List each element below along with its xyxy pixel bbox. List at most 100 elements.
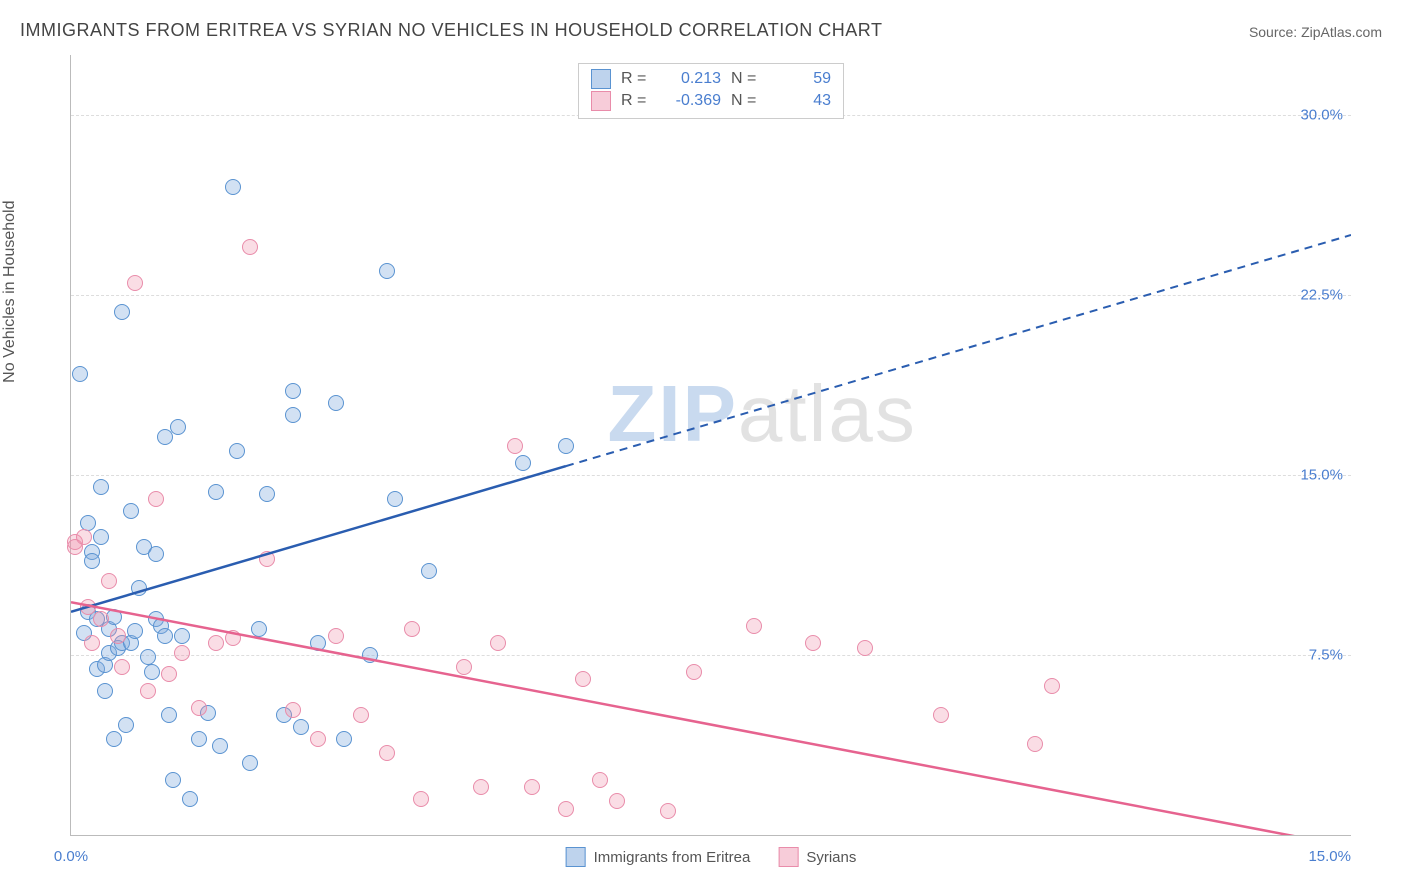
scatter-point-eritrea: [106, 731, 122, 747]
source-attribution: Source: ZipAtlas.com: [1249, 24, 1382, 40]
scatter-point-eritrea: [259, 486, 275, 502]
scatter-point-syrians: [413, 791, 429, 807]
scatter-point-eritrea: [242, 755, 258, 771]
scatter-point-eritrea: [123, 503, 139, 519]
scatter-point-syrians: [101, 573, 117, 589]
y-tick-label: 30.0%: [1300, 107, 1343, 124]
chart-container: No Vehicles in Household ZIPatlas R = 0.…: [20, 55, 1386, 875]
swatch-blue-icon: [591, 69, 611, 89]
swatch-pink-icon: [778, 847, 798, 867]
y-tick-label: 22.5%: [1300, 287, 1343, 304]
scatter-point-syrians: [686, 664, 702, 680]
stats-row-syrians: R = -0.369 N = 43: [591, 90, 831, 112]
scatter-point-syrians: [456, 659, 472, 675]
scatter-point-eritrea: [208, 484, 224, 500]
scatter-point-syrians: [225, 630, 241, 646]
scatter-point-eritrea: [93, 529, 109, 545]
scatter-point-eritrea: [114, 304, 130, 320]
scatter-point-eritrea: [191, 731, 207, 747]
scatter-point-eritrea: [165, 772, 181, 788]
scatter-point-eritrea: [93, 479, 109, 495]
y-tick-label: 15.0%: [1300, 467, 1343, 484]
legend-item-syrians: Syrians: [778, 847, 856, 867]
chart-title: IMMIGRANTS FROM ERITREA VS SYRIAN NO VEH…: [20, 20, 882, 41]
scatter-point-eritrea: [229, 443, 245, 459]
n-value-syrians: 43: [771, 90, 831, 112]
scatter-point-eritrea: [515, 455, 531, 471]
scatter-point-syrians: [746, 618, 762, 634]
scatter-point-eritrea: [170, 419, 186, 435]
stats-legend: R = 0.213 N = 59 R = -0.369 N = 43: [578, 63, 844, 119]
scatter-point-eritrea: [387, 491, 403, 507]
legend-label-eritrea: Immigrants from Eritrea: [594, 849, 751, 866]
scatter-point-eritrea: [97, 683, 113, 699]
source-name: ZipAtlas.com: [1301, 24, 1382, 40]
scatter-point-syrians: [208, 635, 224, 651]
scatter-point-syrians: [524, 779, 540, 795]
scatter-point-syrians: [592, 772, 608, 788]
scatter-point-syrians: [110, 628, 126, 644]
gridline: [71, 475, 1351, 476]
scatter-point-eritrea: [225, 179, 241, 195]
scatter-point-syrians: [575, 671, 591, 687]
scatter-point-syrians: [857, 640, 873, 656]
watermark-zip: ZIP: [607, 369, 737, 458]
gridline: [71, 295, 1351, 296]
scatter-point-syrians: [353, 707, 369, 723]
swatch-pink-icon: [591, 91, 611, 111]
gridline: [71, 655, 1351, 656]
scatter-point-syrians: [84, 635, 100, 651]
scatter-point-eritrea: [148, 546, 164, 562]
regression-lines: [71, 55, 1351, 835]
scatter-point-eritrea: [182, 791, 198, 807]
regression-line-syrians: [71, 602, 1351, 835]
source-prefix: Source:: [1249, 24, 1301, 40]
scatter-point-eritrea: [118, 717, 134, 733]
scatter-point-eritrea: [336, 731, 352, 747]
scatter-point-syrians: [148, 491, 164, 507]
y-tick-label: 7.5%: [1309, 647, 1343, 664]
scatter-point-syrians: [507, 438, 523, 454]
scatter-point-syrians: [1044, 678, 1060, 694]
scatter-point-eritrea: [293, 719, 309, 735]
swatch-blue-icon: [566, 847, 586, 867]
n-label: N =: [731, 68, 761, 90]
scatter-point-eritrea: [558, 438, 574, 454]
scatter-point-eritrea: [328, 395, 344, 411]
scatter-point-syrians: [191, 700, 207, 716]
r-label: R =: [621, 68, 651, 90]
scatter-point-eritrea: [127, 623, 143, 639]
scatter-point-eritrea: [285, 407, 301, 423]
watermark: ZIPatlas: [607, 368, 916, 460]
scatter-point-syrians: [558, 801, 574, 817]
scatter-point-eritrea: [161, 707, 177, 723]
scatter-point-eritrea: [174, 628, 190, 644]
scatter-point-syrians: [805, 635, 821, 651]
watermark-atlas: atlas: [738, 369, 917, 458]
scatter-point-syrians: [660, 803, 676, 819]
scatter-point-syrians: [404, 621, 420, 637]
scatter-point-eritrea: [285, 383, 301, 399]
scatter-point-syrians: [473, 779, 489, 795]
scatter-point-eritrea: [84, 553, 100, 569]
scatter-point-syrians: [80, 599, 96, 615]
scatter-point-syrians: [328, 628, 344, 644]
scatter-point-eritrea: [362, 647, 378, 663]
plot-area: ZIPatlas R = 0.213 N = 59 R = -0.369 N =…: [70, 55, 1351, 836]
legend-item-eritrea: Immigrants from Eritrea: [566, 847, 751, 867]
scatter-point-syrians: [127, 275, 143, 291]
scatter-point-eritrea: [379, 263, 395, 279]
scatter-point-syrians: [76, 529, 92, 545]
scatter-point-syrians: [161, 666, 177, 682]
scatter-point-syrians: [285, 702, 301, 718]
stats-row-eritrea: R = 0.213 N = 59: [591, 68, 831, 90]
n-value-eritrea: 59: [771, 68, 831, 90]
scatter-point-eritrea: [251, 621, 267, 637]
scatter-point-eritrea: [144, 664, 160, 680]
scatter-point-syrians: [93, 611, 109, 627]
scatter-point-eritrea: [421, 563, 437, 579]
scatter-point-eritrea: [157, 628, 173, 644]
legend-label-syrians: Syrians: [806, 849, 856, 866]
scatter-point-eritrea: [212, 738, 228, 754]
scatter-point-syrians: [933, 707, 949, 723]
